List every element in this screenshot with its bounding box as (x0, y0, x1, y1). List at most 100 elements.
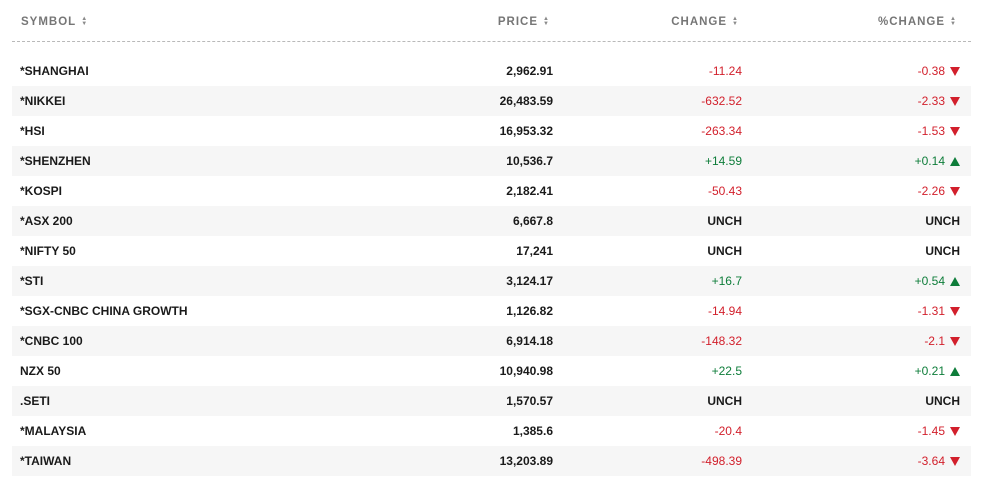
pct-change-value: -2.33 (917, 94, 945, 108)
table-row[interactable]: *MALAYSIA 1,385.6 -20.4 -1.45 (12, 416, 971, 446)
price-value: 1,570.57 (506, 394, 553, 408)
up-arrow-icon (950, 276, 960, 286)
pct-change-value: -3.64 (917, 454, 945, 468)
down-arrow-icon (950, 96, 960, 106)
price-value: 3,124.17 (506, 274, 553, 288)
down-arrow-icon (950, 66, 960, 76)
change-value: -50.43 (707, 184, 742, 198)
pct-change-value: -2.26 (917, 184, 945, 198)
table-row[interactable]: *ASX 200 6,667.8 UNCH UNCH (12, 206, 971, 236)
table-row[interactable]: *SHENZHEN 10,536.7 +14.59 +0.14 (12, 146, 971, 176)
symbol-link[interactable]: *HSI (20, 124, 45, 138)
symbol-link[interactable]: *SHANGHAI (20, 64, 89, 78)
change-value: -632.52 (701, 94, 742, 108)
table-row[interactable]: .SETI 1,570.57 UNCH UNCH (12, 386, 971, 416)
pct-change-cell: -0.38 (918, 56, 960, 86)
change-header-label: CHANGE (671, 16, 728, 28)
pct-change-value: +0.14 (914, 154, 945, 168)
symbol-header-label: SYMBOL (21, 16, 77, 28)
pct-change-header[interactable]: %CHANGE ▲ ▼ (878, 16, 957, 28)
pct-change-value: UNCH (925, 244, 960, 258)
change-value: -148.32 (701, 334, 742, 348)
price-value: 1,126.82 (506, 304, 553, 318)
price-value: 10,536.7 (506, 154, 553, 168)
up-arrow-icon (950, 366, 960, 376)
pct-change-cell: -2.33 (918, 86, 960, 116)
change-header[interactable]: CHANGE ▲ ▼ (671, 16, 739, 28)
pct-change-value: -0.38 (917, 64, 945, 78)
price-header[interactable]: PRICE ▲ ▼ (498, 16, 550, 28)
symbol-link[interactable]: *STI (20, 274, 44, 288)
down-arrow-icon (950, 456, 960, 466)
table-row[interactable]: *NIFTY 50 17,241 UNCH UNCH (12, 236, 971, 266)
pct-change-cell: UNCH (925, 236, 960, 266)
down-arrow-icon (950, 186, 960, 196)
symbol-link[interactable]: *ASX 200 (20, 214, 73, 228)
price-value: 13,203.89 (499, 454, 553, 468)
symbol-link[interactable]: .SETI (20, 394, 51, 408)
change-value: -263.34 (701, 124, 742, 138)
table-row[interactable]: *NIKKEI 26,483.59 -632.52 -2.33 (12, 86, 971, 116)
pct-change-value: UNCH (925, 214, 960, 228)
pct-change-cell: UNCH (925, 386, 960, 416)
change-value: UNCH (707, 214, 742, 228)
price-value: 6,667.8 (512, 214, 553, 228)
price-value: 6,914.18 (506, 334, 553, 348)
pct-change-value: +0.21 (914, 364, 945, 378)
pct-change-cell: -3.64 (918, 446, 960, 476)
pct-change-cell: +0.14 (915, 146, 960, 176)
symbol-link[interactable]: *MALAYSIA (20, 424, 87, 438)
table-row[interactable]: NZX 50 10,940.98 +22.5 +0.21 (12, 356, 971, 386)
table-row[interactable]: *STI 3,124.17 +16.7 +0.54 (12, 266, 971, 296)
pct-change-cell: -2.1 (924, 326, 960, 356)
table-row[interactable]: *SHANGHAI 2,962.91 -11.24 -0.38 (12, 56, 971, 86)
up-arrow-icon (950, 156, 960, 166)
pct-change-cell: -1.45 (918, 416, 960, 446)
symbol-header[interactable]: SYMBOL ▲ ▼ (21, 16, 88, 28)
symbol-link[interactable]: *NIKKEI (20, 94, 66, 108)
symbol-link[interactable]: *NIFTY 50 (20, 244, 76, 258)
table-row[interactable]: *KOSPI 2,182.41 -50.43 -2.26 (12, 176, 971, 206)
sort-arrows-icon[interactable]: ▲ ▼ (950, 16, 957, 27)
change-value: +14.59 (704, 154, 742, 168)
change-value: +16.7 (711, 274, 742, 288)
price-value: 17,241 (516, 244, 553, 258)
symbol-link[interactable]: *TAIWAN (20, 454, 72, 468)
symbol-link[interactable]: *CNBC 100 (20, 334, 83, 348)
table-row[interactable]: *TAIWAN 13,203.89 -498.39 -3.64 (12, 446, 971, 476)
sort-arrows-icon[interactable]: ▲ ▼ (81, 16, 89, 27)
pct-change-cell: -2.26 (918, 176, 960, 206)
down-arrow-icon (950, 306, 960, 316)
pct-change-header-label: %CHANGE (877, 16, 946, 28)
down-arrow-icon (950, 336, 960, 346)
pct-change-cell: UNCH (925, 206, 960, 236)
table-row[interactable]: *SGX-CNBC CHINA GROWTH 1,126.82 -14.94 -1.3… (12, 296, 971, 326)
pct-change-value: -2.1 (924, 334, 945, 348)
pct-change-cell: +0.54 (915, 266, 960, 296)
change-value: UNCH (707, 244, 742, 258)
price-value: 2,962.91 (506, 64, 553, 78)
markets-table: SYMBOL ▲ ▼ PRICE ▲ ▼ CHANGE ▲ ▼ %CHANGE ▲ ▼ … (12, 0, 971, 476)
table-row[interactable]: *HSI 16,953.32 -263.34 -1.53 (12, 116, 971, 146)
change-value: -20.4 (714, 424, 742, 438)
change-value: +22.5 (711, 364, 742, 378)
price-value: 10,940.98 (499, 364, 553, 378)
symbol-link[interactable]: NZX 50 (20, 364, 61, 378)
sort-arrows-icon[interactable]: ▲ ▼ (543, 16, 550, 27)
price-value: 26,483.59 (499, 94, 553, 108)
change-value: -14.94 (707, 304, 742, 318)
price-header-label: PRICE (497, 16, 539, 28)
pct-change-value: -1.53 (917, 124, 945, 138)
table-row[interactable]: *CNBC 100 6,914.18 -148.32 -2.1 (12, 326, 971, 356)
price-value: 2,182.41 (506, 184, 553, 198)
down-arrow-icon (950, 126, 960, 136)
pct-change-value: UNCH (925, 394, 960, 408)
symbol-link[interactable]: *KOSPI (20, 184, 63, 198)
symbol-link[interactable]: *SGX-CNBC CHINA GROWTH (20, 304, 188, 318)
change-value: -11.24 (708, 64, 742, 78)
table-header: SYMBOL ▲ ▼ PRICE ▲ ▼ CHANGE ▲ ▼ %CHANGE ▲ ▼ (12, 0, 971, 42)
sort-arrows-icon[interactable]: ▲ ▼ (732, 16, 739, 27)
symbol-link[interactable]: *SHENZHEN (20, 154, 91, 168)
change-value: UNCH (707, 394, 742, 408)
pct-change-value: +0.54 (914, 274, 945, 288)
